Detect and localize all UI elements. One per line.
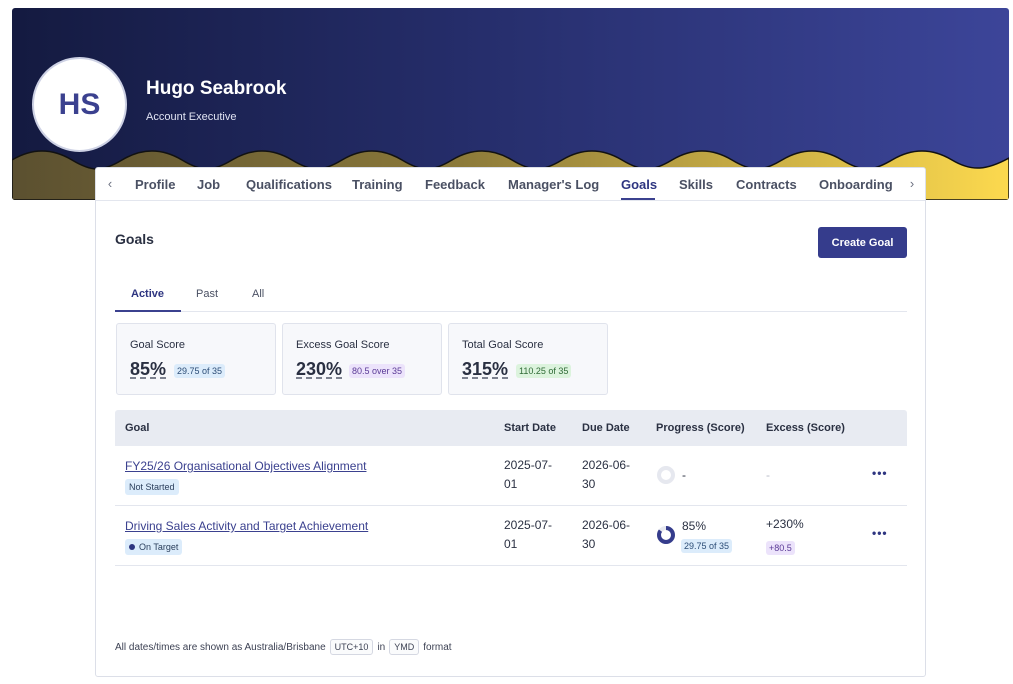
score-detail-badge: 29.75 of 35 — [174, 364, 226, 378]
chevron-right-icon[interactable]: › — [909, 176, 915, 191]
timezone-chip: UTC+10 — [329, 639, 374, 655]
table-row: FY25/26 Organisational Objectives Alignm… — [115, 446, 907, 506]
tab-onboarding[interactable]: Onboarding — [819, 177, 893, 192]
score-label: Goal Score — [130, 339, 186, 351]
progress-detail-badge: 29.75 of 35 — [681, 539, 733, 553]
due-date-line1: 2026-06- — [582, 458, 631, 472]
more-options-icon[interactable]: ••• — [872, 466, 888, 480]
tab-goals[interactable]: Goals — [621, 177, 658, 192]
score-detail-badge: 80.5 over 35 — [349, 364, 406, 378]
footer-middle: in — [377, 641, 386, 653]
status-label: Not Started — [129, 482, 175, 492]
goals-table-header: Goal Start Date Due Date Progress (Score… — [115, 410, 907, 446]
start-date-line1: 2025-07- — [504, 458, 553, 472]
score-value: 315% — [462, 359, 509, 379]
score-detail-badge: 110.25 of 35 — [516, 364, 572, 378]
column-header-due-date: Due Date — [582, 422, 630, 434]
start-date-line1: 2025-07- — [504, 518, 553, 532]
avatar: HS — [32, 57, 127, 152]
due-date: 2026-06- 30 — [582, 456, 642, 494]
column-header-goal: Goal — [125, 422, 150, 434]
employee-role: Account Executive — [146, 111, 237, 123]
score-value: 85% — [130, 359, 167, 379]
start-date: 2025-07- 01 — [504, 516, 564, 554]
tab-training[interactable]: Training — [352, 177, 403, 192]
tab-qualifications[interactable]: Qualifications — [246, 177, 332, 192]
tab-feedback[interactable]: Feedback — [425, 177, 485, 192]
date-format-chip: YMD — [389, 639, 420, 655]
due-date: 2026-06- 30 — [582, 516, 642, 554]
column-header-start-date: Start Date — [504, 422, 556, 434]
subtab-all[interactable]: All — [252, 288, 265, 300]
column-header-progress: Progress (Score) — [656, 422, 745, 434]
footer-prefix: All dates/times are shown as Australia/B… — [115, 641, 326, 653]
create-goal-button[interactable]: Create Goal — [818, 227, 907, 258]
section-title: Goals — [115, 231, 154, 247]
status-dot-icon — [129, 543, 135, 550]
more-options-icon[interactable]: ••• — [872, 526, 888, 540]
column-header-excess: Excess (Score) — [766, 422, 845, 434]
goal-score-card: Goal Score 85% 29.75 of 35 — [116, 323, 276, 395]
excess-detail-badge: +80.5 — [766, 541, 795, 555]
goals-card: ‹ Profile Job Qualifications Training Fe… — [95, 167, 926, 677]
timezone-footer: All dates/times are shown as Australia/B… — [115, 639, 452, 655]
excess-value: +230% — [766, 517, 804, 531]
due-date-line2: 30 — [582, 477, 596, 491]
subtab-active[interactable]: Active — [131, 288, 165, 300]
tab-contracts[interactable]: Contracts — [736, 177, 797, 192]
due-date-line2: 30 — [582, 537, 596, 551]
tab-managers-log[interactable]: Manager's Log — [508, 177, 600, 192]
total-goal-score-card: Total Goal Score 315% 110.25 of 35 — [448, 323, 608, 395]
table-row: Driving Sales Activity and Target Achiev… — [115, 506, 907, 566]
tab-profile[interactable]: Profile — [135, 177, 176, 192]
profile-tabs: ‹ Profile Job Qualifications Training Fe… — [96, 168, 925, 201]
excess-value: - — [766, 468, 770, 482]
status-badge: Not Started — [125, 479, 179, 495]
status-label: On Target — [139, 542, 179, 552]
chevron-left-icon[interactable]: ‹ — [107, 176, 113, 191]
footer-suffix: format — [423, 641, 452, 653]
start-date-line2: 01 — [504, 537, 518, 551]
progress-value: 85% — [682, 519, 707, 533]
progress-value: - — [682, 468, 686, 482]
active-subtab-indicator — [115, 310, 181, 312]
employee-name: Hugo Seabrook — [146, 78, 287, 99]
score-label: Excess Goal Score — [296, 339, 390, 351]
tab-job[interactable]: Job — [197, 177, 221, 192]
due-date-line1: 2026-06- — [582, 518, 631, 532]
goal-filter-tabs: Active Past All — [115, 283, 907, 312]
start-date-line2: 01 — [504, 477, 518, 491]
subtab-past[interactable]: Past — [196, 288, 219, 300]
goal-link[interactable]: FY25/26 Organisational Objectives Alignm… — [125, 459, 367, 473]
status-badge: On Target — [125, 539, 183, 555]
start-date: 2025-07- 01 — [504, 456, 564, 494]
excess-goal-score-card: Excess Goal Score 230% 80.5 over 35 — [282, 323, 442, 395]
score-value: 230% — [296, 359, 343, 379]
progress-ring-icon — [657, 526, 675, 544]
progress-ring-icon — [657, 466, 675, 484]
active-tab-indicator — [621, 198, 655, 200]
score-label: Total Goal Score — [462, 339, 544, 351]
tab-skills[interactable]: Skills — [679, 177, 713, 192]
goal-link[interactable]: Driving Sales Activity and Target Achiev… — [125, 519, 369, 533]
